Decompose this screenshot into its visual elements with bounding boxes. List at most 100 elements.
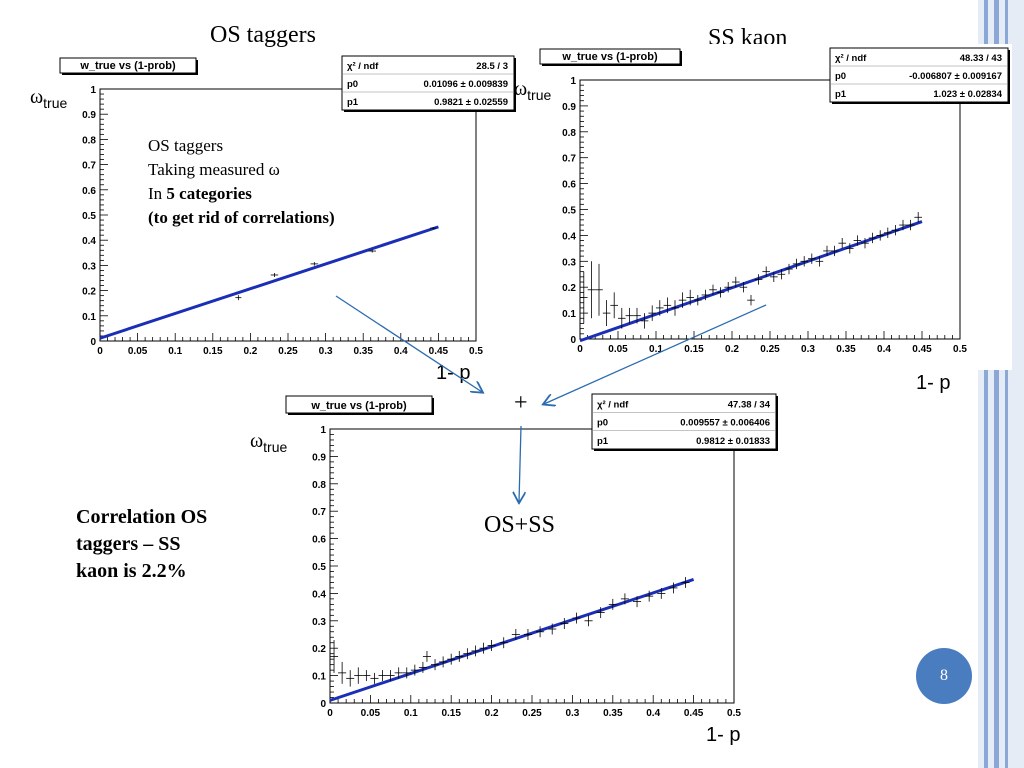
os-note-line1: OS taggers — [148, 136, 224, 155]
data-point — [716, 287, 725, 298]
stats-name: χ² / ndf — [347, 61, 379, 72]
data-point — [732, 276, 740, 288]
data-point — [853, 235, 862, 246]
combined-y-axis-label: ωtrue — [250, 430, 288, 455]
data-point — [686, 289, 694, 306]
data-point — [487, 639, 496, 651]
y-tick-label: 0.4 — [562, 231, 576, 242]
y-tick-label: 0.3 — [562, 257, 576, 268]
chart-title: w_true vs (1-prob) — [79, 60, 176, 72]
stats-name: p0 — [597, 418, 608, 429]
y-tick-label: 0.5 — [82, 211, 96, 222]
stats-value: 47.38 / 34 — [728, 399, 771, 410]
data-point — [560, 618, 569, 630]
x-tick-label: 0.3 — [801, 344, 815, 355]
x-tick-label: 0.2 — [725, 344, 739, 355]
os-note-line2: Taking measured ω — [148, 160, 280, 179]
data-point — [800, 256, 808, 267]
fit-line — [99, 225, 439, 340]
data-point — [884, 227, 892, 238]
data-point — [431, 659, 440, 671]
data-point — [724, 282, 732, 293]
data-point — [762, 266, 770, 277]
data-point — [346, 670, 355, 687]
correlation-note: Correlation OS taggers – SS kaon is 2.2% — [76, 504, 207, 585]
x-tick-label: 0.45 — [429, 346, 449, 357]
y-tick-label: 0.4 — [312, 589, 326, 600]
x-tick-label: 0.2 — [243, 346, 257, 357]
x-tick-label: 0.2 — [485, 708, 499, 719]
stats-box — [829, 47, 1009, 103]
x-tick-label: 0.25 — [760, 344, 780, 355]
x-tick-label: 0.45 — [912, 344, 932, 355]
data-point — [354, 667, 363, 684]
data-point — [596, 607, 605, 619]
data-point — [338, 661, 347, 684]
stats-value: -0.006807 ± 0.009167 — [909, 71, 1002, 82]
x-tick-label: 0.45 — [684, 708, 704, 719]
data-point — [310, 262, 319, 266]
data-point — [270, 272, 279, 277]
y-tick-label: 0.2 — [562, 283, 576, 294]
data-point — [861, 237, 869, 249]
data-point — [815, 256, 824, 267]
data-point — [471, 645, 480, 657]
data-point — [868, 232, 877, 244]
y-tick-label: 0 — [320, 699, 326, 710]
ss-kaon-plot: 0 0.1 0.2 0.3 0.4 0.5 0.6 0.7 0.8 0.9 1 0 0.05 0.1 0.1… — [520, 44, 1012, 370]
right-border-stripe-3 — [1005, 0, 1008, 768]
data-point — [523, 629, 532, 640]
data-point — [608, 598, 617, 610]
correlation-line1: Correlation OS — [76, 506, 208, 528]
data-point — [479, 642, 488, 654]
data-point — [410, 664, 419, 676]
data-point — [823, 245, 831, 257]
data-point — [777, 269, 786, 280]
data-point — [370, 672, 379, 684]
right-border-stripe-2 — [994, 0, 999, 768]
title-box — [539, 48, 681, 65]
x-tick-label: 0.35 — [353, 346, 373, 357]
data-point — [330, 639, 339, 673]
data-point — [368, 249, 376, 253]
omega-symbol: ω — [514, 78, 528, 100]
omega-subscript: true — [263, 439, 288, 455]
data-point — [838, 237, 846, 249]
x-tick-label: 0.25 — [278, 346, 298, 357]
y-tick-label: 0.8 — [312, 480, 326, 491]
x-tick-label: 0.4 — [646, 708, 660, 719]
stats-name: χ² / ndf — [835, 53, 867, 64]
data-point — [633, 596, 642, 608]
y-tick-label: 0.7 — [82, 161, 96, 172]
data-point — [669, 582, 678, 594]
data-point — [378, 670, 387, 682]
data-point — [430, 227, 437, 230]
data-point — [447, 653, 456, 665]
data-point — [235, 295, 242, 301]
data-point — [701, 289, 710, 301]
plus-sign: + — [514, 390, 528, 416]
data-point — [846, 243, 854, 254]
data-point — [808, 253, 816, 264]
stats-name: p0 — [835, 71, 846, 82]
x-tick-label: 0.1 — [649, 344, 663, 355]
stats-value: 1.023 ± 0.02834 — [933, 89, 1002, 100]
data-point — [394, 667, 403, 679]
combined-x-axis-label: 1- p — [706, 724, 741, 746]
data-point — [536, 626, 545, 638]
stats-name: p1 — [347, 97, 359, 108]
stats-name: p1 — [597, 436, 609, 447]
os-note-line3-prefix: In — [148, 184, 167, 203]
data-point — [785, 263, 793, 275]
title-box — [285, 395, 433, 414]
data-point — [386, 670, 395, 682]
data-point — [876, 230, 884, 241]
x-tick-label: 0.15 — [203, 346, 223, 357]
y-tick-label: 0.9 — [562, 102, 576, 113]
omega-subscript: true — [527, 87, 552, 103]
os-note-line3-bold: 5 categories — [166, 184, 252, 203]
y-tick-label: 0.6 — [562, 180, 576, 191]
x-tick-label: 0.15 — [684, 344, 704, 355]
y-tick-label: 0.7 — [562, 154, 576, 165]
data-point — [792, 258, 801, 270]
